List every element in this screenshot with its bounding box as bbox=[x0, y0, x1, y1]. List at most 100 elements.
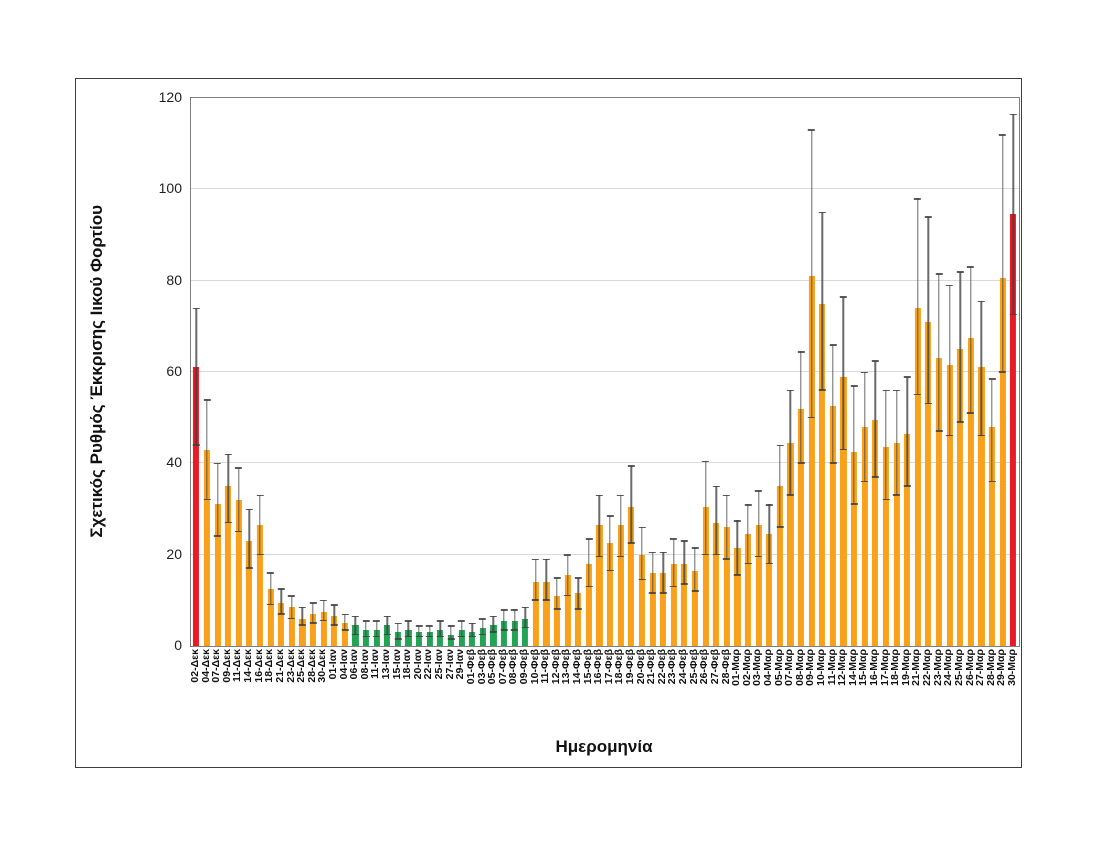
error-bar bbox=[906, 376, 908, 487]
error-bar bbox=[429, 625, 431, 637]
bar bbox=[723, 527, 730, 646]
bar bbox=[553, 595, 561, 646]
bar bbox=[734, 547, 741, 646]
y-axis-title-text: Σχετικός Ρυθμός Έκκρισης Ιικού Φορτίου bbox=[87, 204, 106, 538]
bar bbox=[851, 451, 858, 646]
x-tick-label: 19-Φεβ bbox=[624, 649, 637, 685]
error-bar bbox=[895, 390, 898, 496]
bar-slot bbox=[541, 98, 552, 646]
x-axis-tick-labels: 02-Δεκ 04-Δεκ 07-Δεκ 09-Δεκ 11-Δεκ 14-Δεκ 16-Δ… bbox=[189, 649, 1018, 731]
bar-slot bbox=[997, 98, 1008, 646]
bar bbox=[341, 623, 348, 646]
error-bar bbox=[386, 616, 388, 635]
error-bar bbox=[418, 625, 420, 637]
x-tick-label: 13-Ιαν bbox=[380, 649, 393, 680]
error-bar bbox=[206, 399, 208, 500]
error-bar bbox=[662, 552, 664, 594]
error-bar bbox=[450, 625, 452, 640]
error-bar bbox=[821, 212, 823, 391]
bar bbox=[904, 433, 911, 646]
x-tick-slot: 13-Ιαν bbox=[380, 649, 393, 680]
y-tick-label: 0 bbox=[174, 637, 182, 653]
bar-slot bbox=[637, 98, 648, 646]
bar-slot bbox=[849, 98, 860, 646]
bar bbox=[288, 607, 295, 646]
bar-slot bbox=[721, 98, 732, 646]
error-bar bbox=[832, 344, 834, 464]
x-tick-label: 25-Μαρ bbox=[952, 649, 965, 686]
x-tick-slot: 01-Ιαν bbox=[327, 649, 339, 679]
error-bar bbox=[959, 271, 961, 423]
bar bbox=[882, 447, 889, 646]
bar-slot bbox=[775, 98, 786, 646]
bars-layer bbox=[191, 98, 1019, 646]
bar bbox=[384, 625, 391, 646]
bar bbox=[479, 627, 486, 646]
bar bbox=[914, 308, 921, 646]
bar bbox=[755, 524, 762, 646]
gridline bbox=[191, 279, 1019, 281]
bar-slot bbox=[732, 98, 743, 646]
bar bbox=[893, 442, 900, 646]
bar-slot bbox=[753, 98, 764, 646]
bar bbox=[416, 632, 423, 646]
bar-slot bbox=[435, 98, 446, 646]
bar bbox=[988, 426, 996, 646]
error-bar bbox=[874, 360, 876, 478]
bar-slot bbox=[382, 98, 393, 646]
error-bar bbox=[524, 607, 526, 628]
bar bbox=[787, 442, 794, 646]
error-bar bbox=[333, 604, 335, 626]
x-axis-title: Ημερομηνία bbox=[555, 737, 653, 756]
bar-slot bbox=[700, 98, 711, 646]
bar-slot bbox=[626, 98, 637, 646]
bar bbox=[437, 630, 444, 646]
x-tick-slot: 01-Φεβ bbox=[465, 649, 477, 684]
bar-slot bbox=[987, 98, 998, 646]
bar-slot bbox=[976, 98, 987, 646]
bar bbox=[766, 534, 773, 646]
y-tick-label: 120 bbox=[158, 89, 182, 105]
bar bbox=[405, 630, 412, 646]
bar bbox=[585, 563, 592, 646]
bar bbox=[246, 540, 253, 646]
bar-slot bbox=[912, 98, 923, 646]
bar bbox=[214, 504, 221, 646]
bar-slot bbox=[605, 98, 616, 646]
bar bbox=[1010, 214, 1017, 646]
error-bar bbox=[492, 616, 495, 633]
error-bar bbox=[301, 607, 304, 626]
error-bar bbox=[269, 572, 272, 605]
bar-slot bbox=[944, 98, 955, 646]
bar bbox=[331, 616, 338, 646]
error-bar bbox=[556, 577, 558, 610]
y-axis-title: Σχετικός Ρυθμός Έκκρισης Ιικού Φορτίου bbox=[84, 97, 110, 645]
bar-slot bbox=[286, 98, 297, 646]
bar-slot bbox=[647, 98, 658, 646]
bar-slot bbox=[934, 98, 945, 646]
bar-slot bbox=[223, 98, 234, 646]
x-tick-slot: 30-Μαρ bbox=[1005, 649, 1018, 686]
bar-slot bbox=[467, 98, 478, 646]
error-bar bbox=[227, 454, 229, 523]
bar bbox=[628, 506, 635, 646]
bar bbox=[638, 554, 645, 646]
x-tick-label: 14-Φεβ bbox=[570, 649, 583, 685]
bar-slot bbox=[965, 98, 976, 646]
bar-slot bbox=[403, 98, 414, 646]
bar-slot bbox=[615, 98, 626, 646]
bar bbox=[606, 543, 614, 646]
gridline bbox=[191, 188, 1019, 190]
error-bar bbox=[460, 620, 463, 637]
x-tick-label: 30-Μαρ bbox=[1005, 649, 1018, 686]
bar-slot bbox=[393, 98, 404, 646]
error-bar bbox=[513, 609, 516, 631]
bar bbox=[596, 524, 603, 646]
bar-slot bbox=[1008, 98, 1019, 646]
bar bbox=[309, 614, 317, 646]
x-tick-label: 10-Μαρ bbox=[815, 649, 827, 686]
error-bar bbox=[216, 463, 219, 537]
error-bar bbox=[291, 595, 293, 619]
bar-slot bbox=[764, 98, 775, 646]
error-bar bbox=[1012, 114, 1014, 315]
